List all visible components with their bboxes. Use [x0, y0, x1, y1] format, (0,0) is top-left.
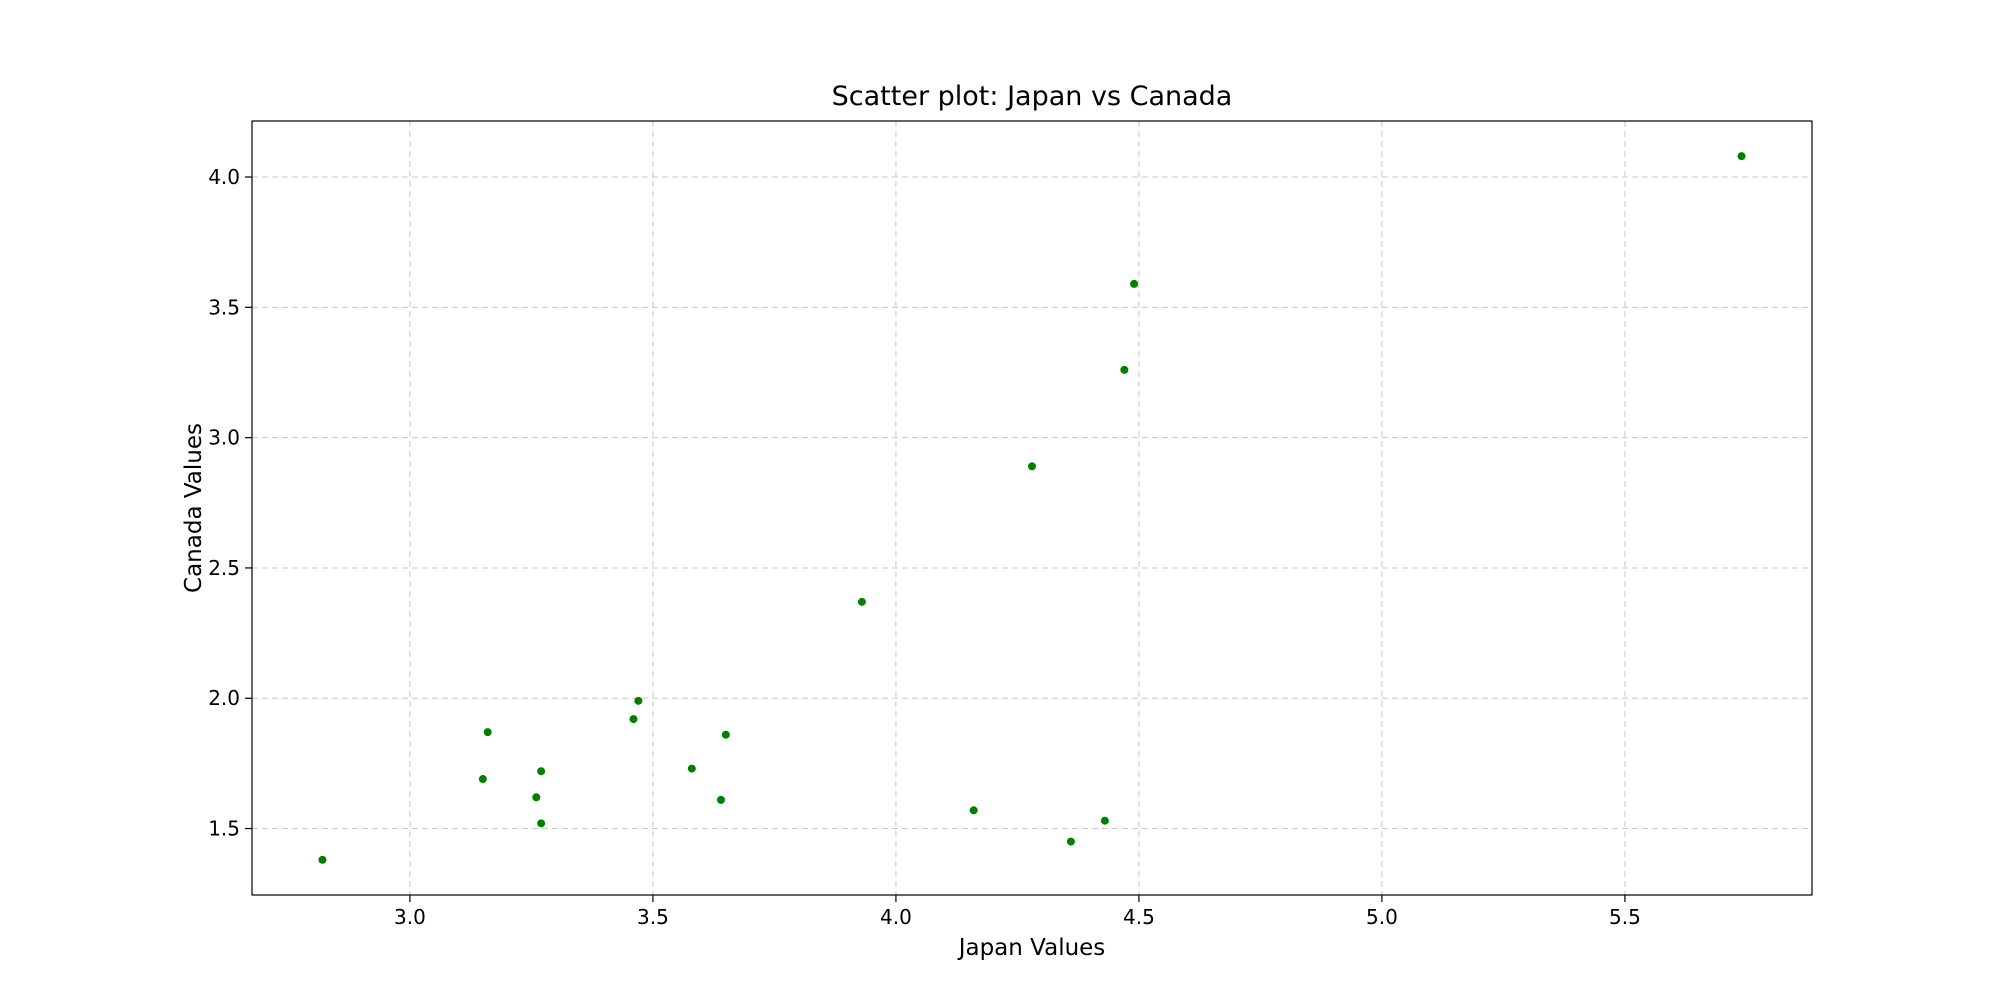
data-point	[532, 793, 541, 802]
chart-title: Scatter plot: Japan vs Canada	[832, 81, 1233, 112]
x-tick-label: 4.0	[880, 905, 912, 929]
data-point	[721, 730, 730, 739]
y-tick-label: 2.0	[208, 686, 240, 710]
plot-frame	[251, 120, 1813, 896]
data-point	[537, 819, 546, 828]
y-axis-label: Canada Values	[181, 423, 207, 593]
y-axis-ticks: 1.5 2.0 2.5 3.0 3.5 4.0	[208, 165, 252, 841]
data-points	[318, 152, 1746, 864]
data-point	[634, 696, 643, 705]
data-point	[1130, 279, 1139, 288]
data-point	[1737, 152, 1746, 161]
x-axis-ticks: 3.0 3.5 4.0 4.5 5.0 5.5	[394, 895, 1641, 929]
data-point	[687, 764, 696, 773]
data-point	[478, 775, 487, 784]
data-point	[629, 715, 638, 724]
y-tick-label: 4.0	[208, 165, 240, 189]
y-tick-label: 3.5	[208, 295, 240, 319]
grid	[252, 121, 1812, 895]
x-tick-label: 5.0	[1366, 905, 1398, 929]
x-tick-label: 4.5	[1123, 905, 1155, 929]
x-tick-label: 3.0	[394, 905, 426, 929]
y-tick-label: 3.0	[208, 426, 240, 450]
x-tick-label: 3.5	[637, 905, 669, 929]
data-point	[969, 806, 978, 815]
data-point	[1028, 462, 1036, 471]
x-tick-label: 5.5	[1609, 905, 1641, 929]
y-tick-label: 2.5	[208, 556, 240, 580]
data-point	[716, 795, 725, 804]
data-point	[1120, 365, 1129, 374]
data-point	[537, 767, 546, 776]
y-tick-label: 1.5	[208, 817, 240, 841]
data-point	[318, 855, 327, 864]
data-point	[1066, 837, 1075, 846]
data-point	[483, 728, 492, 737]
data-point	[857, 597, 866, 606]
data-point	[1100, 816, 1109, 825]
x-axis-label: Japan Values	[957, 935, 1106, 961]
